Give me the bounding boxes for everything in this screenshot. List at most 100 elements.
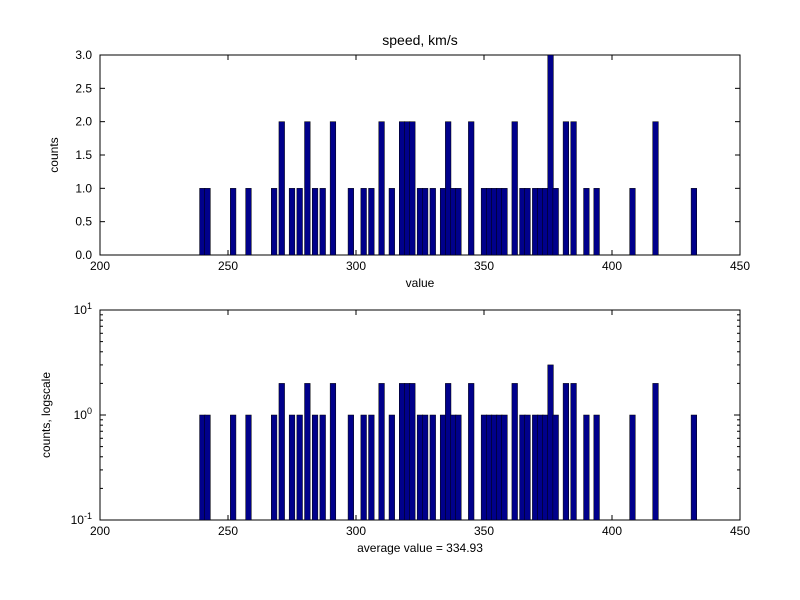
- histogram-bar: [348, 188, 354, 255]
- histogram-bar: [512, 122, 518, 255]
- histogram-bar: [520, 188, 526, 255]
- histogram-bar: [422, 188, 428, 255]
- histogram-bar: [297, 188, 303, 255]
- histogram-bar: [543, 188, 549, 255]
- histogram-bar: [491, 415, 497, 520]
- histogram-bar: [312, 415, 318, 520]
- histogram-bar: [653, 383, 659, 520]
- x-tick-label: 400: [602, 524, 622, 538]
- histogram-bar: [630, 415, 636, 520]
- histogram-bar: [271, 415, 277, 520]
- x-tick-label: 250: [218, 259, 238, 273]
- histogram-bar: [422, 415, 428, 520]
- histogram-bar: [230, 415, 236, 520]
- histogram-bar: [563, 122, 569, 255]
- histogram-bar: [491, 188, 497, 255]
- x-tick-label: 450: [730, 524, 750, 538]
- histogram-bar: [543, 415, 549, 520]
- histogram-bar: [305, 122, 311, 255]
- histogram-bar: [468, 383, 474, 520]
- y-tick-label: 1.0: [75, 181, 92, 195]
- histogram-bar: [571, 383, 577, 520]
- histogram-bar: [538, 188, 544, 255]
- histogram-bar: [525, 415, 531, 520]
- histogram-bar: [417, 188, 423, 255]
- histogram-bar: [497, 415, 503, 520]
- histogram-bar: [279, 383, 285, 520]
- histogram-bar: [330, 383, 336, 520]
- histogram-bar: [417, 415, 423, 520]
- histogram-bar: [502, 188, 508, 255]
- histogram-bar: [456, 188, 462, 255]
- histogram-bar: [430, 415, 436, 520]
- x-tick-label: 300: [346, 259, 366, 273]
- figure-container: 2002503003504004500.00.51.01.52.02.53.0s…: [0, 0, 800, 600]
- x-tick-label: 400: [602, 259, 622, 273]
- histogram-bar: [584, 188, 590, 255]
- histogram-bar: [279, 122, 285, 255]
- chart-svg: 2002503003504004500.00.51.01.52.02.53.0s…: [0, 0, 800, 600]
- y-axis-label: counts: [47, 137, 61, 172]
- histogram-bar: [379, 383, 385, 520]
- histogram-bar: [271, 188, 277, 255]
- histogram-bar: [246, 188, 252, 255]
- x-tick-label: 350: [474, 524, 494, 538]
- y-axis-label: counts, logscale: [39, 372, 53, 458]
- y-tick-label: 0.0: [75, 248, 92, 262]
- histogram-bar: [305, 383, 311, 520]
- x-axis-label: average value = 334.93: [357, 541, 483, 555]
- y-tick-label: 2.0: [75, 115, 92, 129]
- histogram-bar: [691, 188, 697, 255]
- histogram-bar: [399, 383, 405, 520]
- histogram-bar: [481, 188, 487, 255]
- histogram-bar: [450, 415, 456, 520]
- histogram-bar: [538, 415, 544, 520]
- histogram-bar: [369, 188, 375, 255]
- histogram-bar: [553, 415, 559, 520]
- histogram-bar: [468, 122, 474, 255]
- x-tick-label: 250: [218, 524, 238, 538]
- histogram-bar: [205, 415, 211, 520]
- histogram-bar: [200, 415, 206, 520]
- histogram-bar: [320, 415, 326, 520]
- histogram-bar: [361, 415, 367, 520]
- histogram-bar: [440, 188, 446, 255]
- histogram-bar: [630, 188, 636, 255]
- histogram-bar: [410, 383, 416, 520]
- histogram-bar: [450, 188, 456, 255]
- y-tick-label-log: 100: [74, 406, 92, 422]
- histogram-bar: [548, 55, 554, 255]
- histogram-bar: [553, 188, 559, 255]
- histogram-bar: [404, 122, 410, 255]
- histogram-bar: [563, 383, 569, 520]
- x-tick-label: 350: [474, 259, 494, 273]
- histogram-bar: [594, 188, 600, 255]
- histogram-bar: [548, 365, 554, 520]
- histogram-bar: [399, 122, 405, 255]
- histogram-bar: [430, 188, 436, 255]
- histogram-bar: [502, 415, 508, 520]
- histogram-bar: [481, 415, 487, 520]
- histogram-bar: [297, 415, 303, 520]
- histogram-bar: [525, 188, 531, 255]
- histogram-bar: [691, 415, 697, 520]
- histogram-bar: [584, 415, 590, 520]
- histogram-bar: [320, 188, 326, 255]
- x-tick-label: 450: [730, 259, 750, 273]
- y-tick-label-log: 101: [74, 301, 92, 317]
- histogram-bar: [246, 415, 252, 520]
- histogram-bar: [361, 188, 367, 255]
- x-tick-label: 200: [90, 259, 110, 273]
- x-tick-label: 300: [346, 524, 366, 538]
- histogram-bar: [486, 415, 492, 520]
- histogram-bar: [497, 188, 503, 255]
- histogram-bar: [532, 188, 538, 255]
- histogram-bar: [348, 415, 354, 520]
- histogram-bar: [571, 122, 577, 255]
- histogram-bar: [456, 415, 462, 520]
- histogram-bar: [445, 383, 451, 520]
- histogram-bar: [330, 122, 336, 255]
- histogram-bar: [205, 188, 211, 255]
- histogram-bar: [230, 188, 236, 255]
- histogram-bar: [404, 383, 410, 520]
